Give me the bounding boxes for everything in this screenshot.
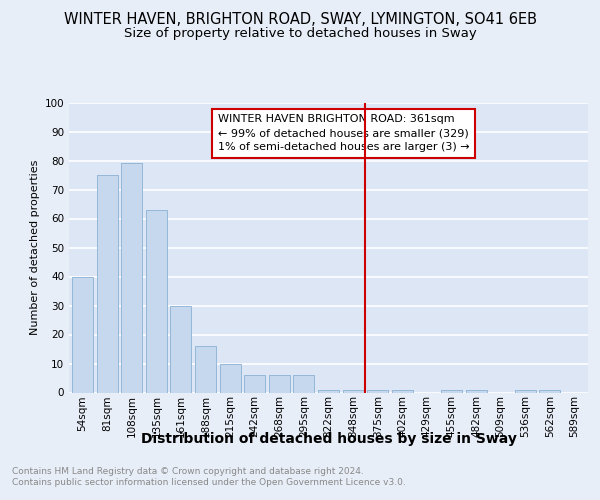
Bar bbox=[515, 390, 536, 392]
Bar bbox=[269, 375, 290, 392]
Bar bbox=[72, 276, 93, 392]
Bar bbox=[441, 390, 462, 392]
Bar bbox=[539, 390, 560, 392]
Bar bbox=[170, 306, 191, 392]
Bar bbox=[392, 390, 413, 392]
Y-axis label: Number of detached properties: Number of detached properties bbox=[31, 160, 40, 335]
Bar bbox=[367, 390, 388, 392]
Text: WINTER HAVEN, BRIGHTON ROAD, SWAY, LYMINGTON, SO41 6EB: WINTER HAVEN, BRIGHTON ROAD, SWAY, LYMIN… bbox=[64, 12, 536, 28]
Bar bbox=[343, 390, 364, 392]
Text: WINTER HAVEN BRIGHTON ROAD: 361sqm
← 99% of detached houses are smaller (329)
1%: WINTER HAVEN BRIGHTON ROAD: 361sqm ← 99%… bbox=[218, 114, 469, 152]
Text: Distribution of detached houses by size in Sway: Distribution of detached houses by size … bbox=[141, 432, 517, 446]
Text: Size of property relative to detached houses in Sway: Size of property relative to detached ho… bbox=[124, 28, 476, 40]
Bar bbox=[293, 375, 314, 392]
Bar bbox=[195, 346, 216, 393]
Bar bbox=[220, 364, 241, 392]
Bar bbox=[244, 375, 265, 392]
Text: Contains HM Land Registry data © Crown copyright and database right 2024.
Contai: Contains HM Land Registry data © Crown c… bbox=[12, 468, 406, 487]
Bar bbox=[146, 210, 167, 392]
Bar bbox=[318, 390, 339, 392]
Bar bbox=[121, 164, 142, 392]
Bar bbox=[97, 175, 118, 392]
Bar bbox=[466, 390, 487, 392]
